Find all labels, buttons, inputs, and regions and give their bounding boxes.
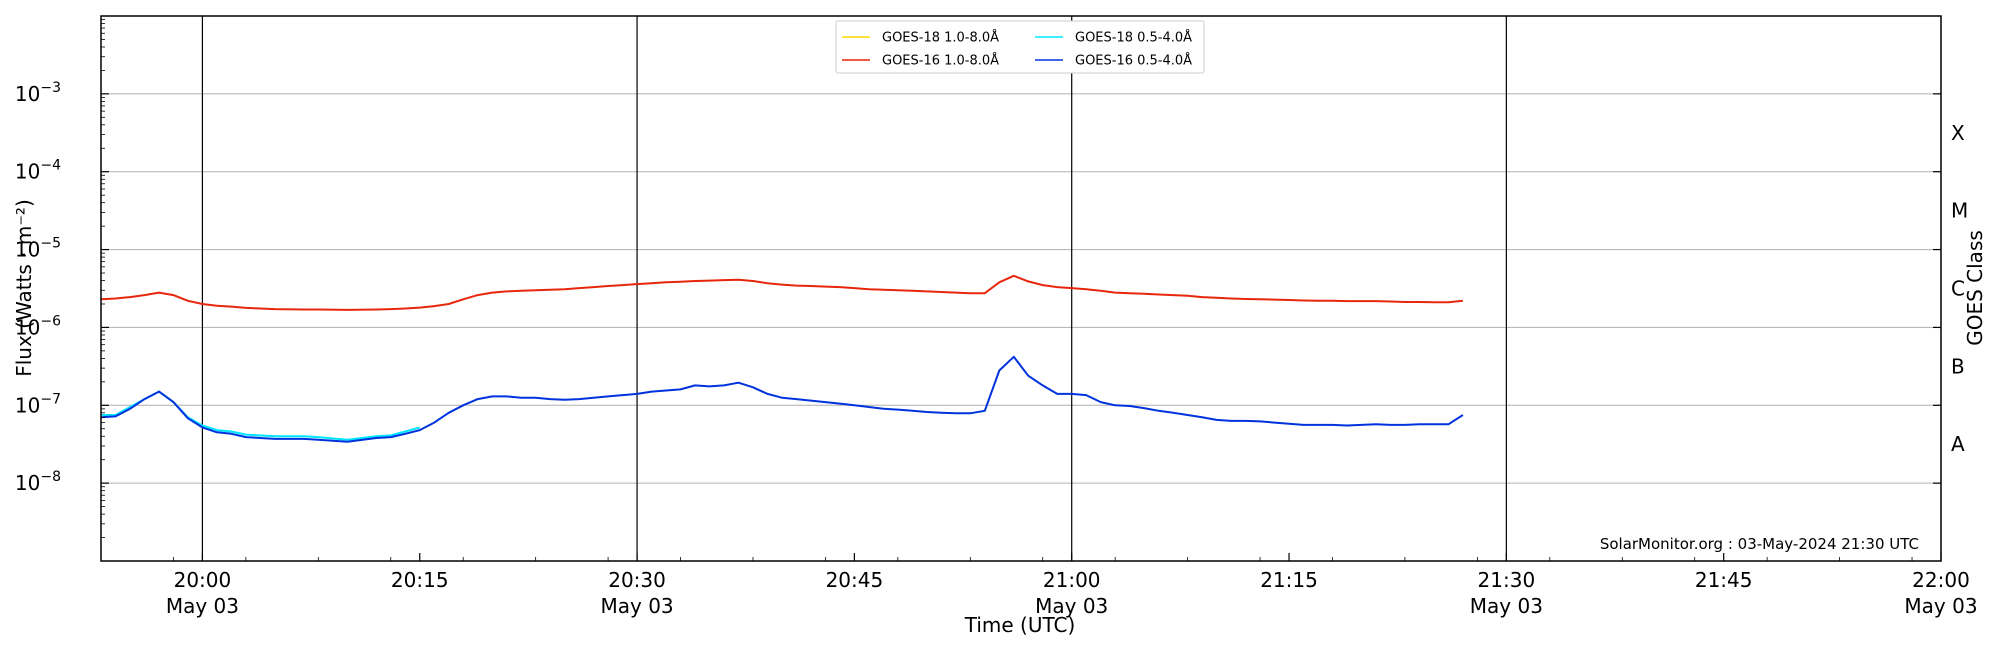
y-axis-title: Flux (Watts · m⁻²) — [12, 199, 36, 377]
y-tick-label: 10−5 — [15, 236, 61, 262]
legend-label: GOES-18 0.5-4.0Å — [1075, 30, 1192, 46]
y-tick-mantissa: 10 — [15, 238, 40, 262]
x-tick-label: 20:15 — [391, 568, 449, 592]
x-tick-label: 20:45 — [826, 568, 884, 592]
y-tick-mantissa: 10 — [15, 160, 40, 184]
plot-frame — [100, 15, 1942, 562]
x-tick-sublabel: May 03 — [166, 594, 239, 618]
legend-label: GOES-18 1.0-8.0Å — [882, 30, 999, 46]
x-tick-sublabel: May 03 — [1035, 594, 1108, 618]
right-axis-title: GOES Class — [1963, 230, 1987, 346]
x-axis-title: Time (UTC) — [964, 613, 1076, 637]
y-axis-ticks: 10−810−710−610−510−410−3 — [15, 19, 1941, 538]
y-tick-label: 10−3 — [15, 80, 61, 106]
legend: GOES-18 1.0-8.0Å GOES-16 1.0-8.0Å GOES-18 … — [835, 20, 1205, 74]
y-tick-mantissa: 10 — [15, 315, 40, 339]
y-tick-exponent: −6 — [40, 313, 61, 329]
y-tick-mantissa: 10 — [15, 471, 40, 495]
goes-class-label: B — [1951, 354, 1965, 378]
legend-label: GOES-16 0.5-4.0Å — [1075, 53, 1192, 69]
x-tick-label: 20:30 — [608, 568, 666, 592]
x-tick-label: 21:45 — [1695, 568, 1753, 592]
series-lines — [100, 274, 1464, 443]
x-tick-label: 21:00 — [1043, 568, 1101, 592]
y-tick-label: 10−8 — [15, 469, 61, 495]
x-tick-label: 21:15 — [1260, 568, 1318, 592]
goes-class-label: C — [1951, 277, 1965, 301]
legend-label: GOES-16 1.0-8.0Å — [882, 53, 999, 69]
series-line-2 — [100, 274, 1464, 311]
y-tick-exponent: −7 — [40, 391, 61, 407]
gridlines — [101, 93, 1941, 484]
legend-frame — [835, 20, 1205, 74]
goes-class-label: X — [1951, 121, 1965, 145]
series-line-1 — [101, 390, 420, 441]
watermark-annotation: SolarMonitor.org : 03-May-2024 21:30 UTC — [1600, 535, 1919, 553]
x-tick-sublabel: May 03 — [600, 594, 673, 618]
goes-class-labels: A B C M X — [1951, 121, 1968, 456]
goes-class-label: A — [1951, 432, 1965, 456]
y-tick-exponent: −3 — [40, 80, 61, 96]
y-tick-exponent: −8 — [40, 469, 61, 485]
y-tick-mantissa: 10 — [15, 393, 40, 417]
y-tick-exponent: −4 — [40, 158, 61, 174]
y-tick-exponent: −5 — [40, 236, 61, 252]
goes-class-label: M — [1951, 199, 1968, 223]
x-tick-sublabel: May 03 — [1904, 594, 1977, 618]
series-line-3 — [100, 355, 1464, 443]
y-tick-label: 10−6 — [15, 313, 61, 339]
y-tick-label: 10−4 — [15, 158, 61, 184]
x-tick-label: 21:30 — [1478, 568, 1536, 592]
x-tick-sublabel: May 03 — [1470, 594, 1543, 618]
x-tick-label: 22:00 — [1912, 568, 1970, 592]
y-tick-label: 10−7 — [15, 391, 61, 417]
x-tick-label: 20:00 — [174, 568, 232, 592]
y-tick-mantissa: 10 — [15, 82, 40, 106]
